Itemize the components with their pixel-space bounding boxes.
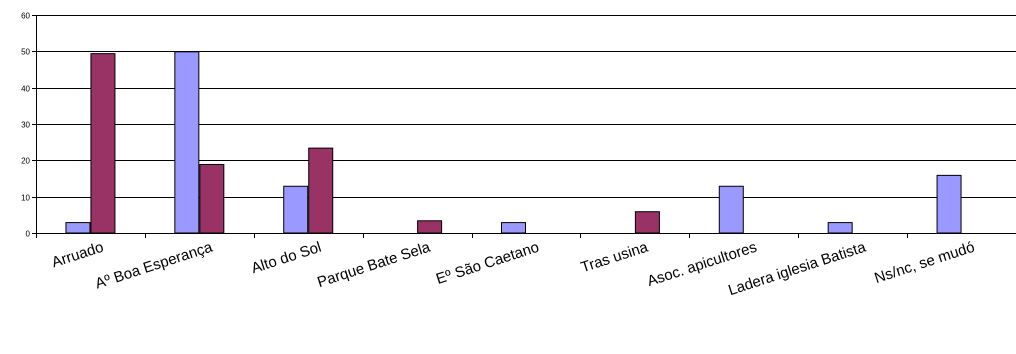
bars bbox=[65, 51, 962, 234]
y-tick-label: 50 bbox=[21, 48, 30, 57]
y-tick-label: 60 bbox=[21, 12, 30, 21]
x-category-label: Tras usina bbox=[579, 238, 651, 276]
bar-series-1-0 bbox=[65, 222, 91, 234]
axes bbox=[32, 15, 1016, 238]
bar-series-2-2 bbox=[308, 147, 334, 234]
x-category-label: Parque Bate Sela bbox=[315, 238, 433, 291]
bar-series-2-0 bbox=[90, 53, 116, 234]
bar-series-2-1 bbox=[199, 163, 225, 234]
y-tick-label: 30 bbox=[21, 121, 30, 130]
bar-series-1-7 bbox=[827, 222, 853, 234]
bar-series-1-8 bbox=[936, 174, 962, 234]
bar-series-1-4 bbox=[501, 222, 526, 234]
bar-series-2-3 bbox=[417, 220, 443, 234]
bar-series-2-5 bbox=[634, 211, 660, 234]
bar-series-1-2 bbox=[283, 185, 309, 234]
bar-series-1-1 bbox=[174, 51, 200, 234]
y-tick-label: 20 bbox=[21, 157, 30, 166]
y-tick-label: 10 bbox=[21, 194, 30, 203]
y-tick-label: 40 bbox=[21, 85, 30, 94]
x-category-label: Eº São Caetano bbox=[434, 239, 541, 288]
y-tick-labels: 0 10 20 30 40 50 60 bbox=[21, 12, 30, 239]
x-category-label: Aº Boa Esperança bbox=[93, 238, 215, 292]
bar-series-1-6 bbox=[718, 185, 744, 234]
y-tick-label: 0 bbox=[26, 230, 31, 239]
x-category-label: Arruado bbox=[50, 239, 106, 272]
x-category-label: Alto do Sol bbox=[249, 239, 323, 278]
x-category-label: Ns/nc, se mudó bbox=[872, 239, 976, 287]
